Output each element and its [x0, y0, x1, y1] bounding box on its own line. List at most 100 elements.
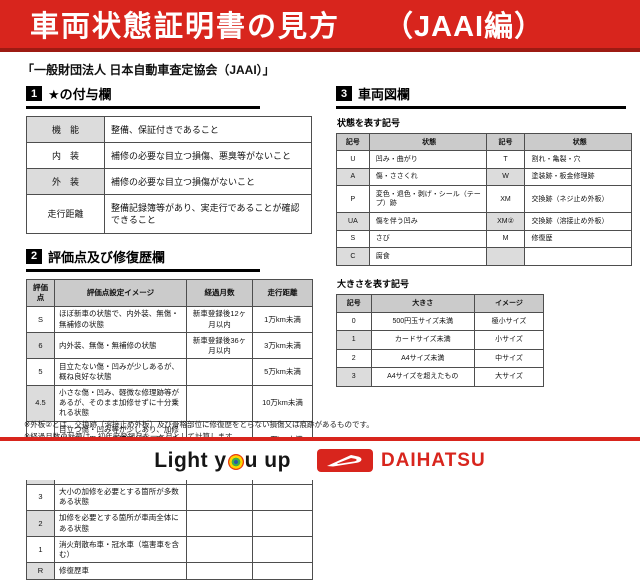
daihatsu-logo: DAIHATSU — [316, 449, 486, 472]
table-row: 機 能整備、保証付きであること — [26, 115, 312, 144]
table-cell: 5 — [26, 358, 55, 386]
table-row: 3 大小の加修を必要とする箇所が多数ある状態 — [26, 483, 313, 511]
table-cell: 走行距離 — [26, 194, 105, 234]
header-row: 記号 大きさ イメージ — [336, 293, 544, 313]
daihatsu-wordmark: DAIHATSU — [380, 449, 486, 471]
table-cell: XM — [485, 185, 526, 214]
table-cell: 6 — [26, 332, 55, 360]
table-cell: 大小の加修を必要とする箇所が多数ある状態 — [54, 483, 187, 511]
column-header: 評価点 — [26, 278, 55, 307]
table-cell: 割れ・亀裂・穴 — [524, 150, 632, 169]
table-cell: C — [336, 247, 370, 266]
table-cell: ほぼ新車の状態で、内外装、無傷・無補修の状態 — [54, 305, 187, 334]
table-row: 走行距離 整備記録簿等があり、実走行であることが確認できること — [26, 194, 312, 234]
table-cell: XM② — [485, 212, 526, 231]
table-cell — [186, 483, 253, 511]
table-cell: 塗装跡・板金修理跡 — [524, 167, 632, 187]
table-cell: 0 — [336, 311, 372, 332]
table-row: 1 消火剤散布車・冠水車（塩害車を含む） — [26, 536, 313, 564]
table-row: 6 内外装、無傷・無補修の状態 新車登録後36ヶ月以内 3万km未満 — [26, 332, 313, 360]
table-row: UA 傷を伴う凹み XM② 交換跡（溶接止め外板） — [336, 212, 632, 231]
table-cell: W — [485, 167, 526, 187]
header-row: 評価点 評価点設定イメージ 経過月数 走行距離 — [26, 278, 313, 307]
table-row: U 凹み・曲がり T 割れ・亀裂・穴 — [336, 150, 632, 169]
table-cell: R — [26, 562, 55, 580]
table-row: 4.5 小さな傷・凹み、軽微な修理跡等があるが、そのまま加修せずに十分乗れる状態 1… — [26, 384, 313, 423]
table-cell — [485, 247, 526, 266]
table-row: 0 500円玉サイズ未満 極小サイズ — [336, 311, 544, 332]
table-cell: 小さな傷・凹み、軽微な修理跡等があるが、そのまま加修せずに十分乗れる状態 — [54, 384, 187, 423]
table-cell: 消火剤散布車・冠水車（塩害車を含む） — [54, 536, 187, 564]
table-cell — [252, 536, 313, 564]
table-cell: 大サイズ — [474, 367, 544, 387]
issuer-subtitle: 「一般財団法人 日本自動車査定協会（JAAI）」 — [22, 63, 275, 77]
footer: Light y u up DAIHATSU — [0, 441, 640, 480]
table-cell: カードサイズ未満 — [370, 330, 475, 350]
table-row: 3 A4サイズを超えたもの 大サイズ — [336, 367, 544, 387]
table-cell: 整備記録簿等があり、実走行であることが確認できること — [104, 194, 312, 234]
table-cell — [252, 483, 313, 511]
star-criteria-table: 機 能整備、保証付きであること内 装補修の必要な目立つ損傷、悪臭等がないこと外 … — [26, 115, 312, 234]
table-cell — [186, 384, 253, 423]
table-cell: 外 装 — [26, 168, 105, 196]
section-rating-header: 2 評価点及び修復歴欄 — [26, 247, 260, 272]
size-table-label: 大きさを表す記号 — [337, 278, 410, 289]
slogan-light-you-up: Light y u up — [154, 449, 291, 473]
page-title: 車両状態証明書の見方 — [30, 11, 341, 43]
table-cell — [252, 562, 313, 580]
condition-symbols-table: 記号 状態 記号 状態 U 凹み・曲がり T 割れ・亀裂・穴 A 傷・ささくれ W 塗装跡・板金修理跡… — [336, 132, 632, 266]
table-cell: A — [336, 167, 370, 187]
table-cell: T — [485, 150, 526, 169]
table-cell: 内外装、無傷・無補修の状態 — [54, 332, 187, 360]
table-row: A 傷・ささくれ W 塗装跡・板金修理跡 — [336, 167, 632, 187]
table-cell: 補修の必要な目立つ損傷、悪臭等がないこと — [104, 142, 312, 170]
footnote-line: ※外板②とは、交換跡（溶接止め外板）及び骨格部位に修復歴をとらない損傷又は痕跡が… — [24, 420, 374, 429]
column-header: 状態 — [524, 132, 632, 152]
table-cell: 補修の必要な目立つ損傷がないこと — [104, 168, 312, 196]
table-cell: 凹み・曲がり — [368, 150, 487, 169]
table-cell: S — [336, 229, 370, 249]
column-header: 走行距離 — [252, 278, 313, 307]
table-cell — [524, 247, 632, 266]
table-cell: 5万km未満 — [252, 358, 313, 386]
section-diagram-header: 3 車両図欄 — [336, 84, 626, 109]
table-cell: 2 — [336, 348, 372, 369]
column-header: 評価点設定イメージ — [54, 278, 187, 307]
table-cell: 目立たない傷・凹みが少しあるが、概ね良好な状態 — [54, 358, 187, 386]
table-cell: 3万km未満 — [252, 332, 313, 360]
column-header: 記号 — [336, 293, 372, 313]
table-cell: 加修を必要とする箇所が車両全体にある状態 — [54, 509, 187, 538]
table-cell: A4サイズを超えたもの — [370, 367, 475, 387]
table-cell: 新車登録後36ヶ月以内 — [186, 332, 253, 360]
table-cell: 3 — [26, 483, 55, 511]
daihatsu-mark-icon — [316, 449, 373, 472]
table-cell: 500円玉サイズ未満 — [370, 311, 475, 332]
footnotes: ※外板②とは、交換跡（溶接止め外板）及び骨格部位に修復歴をとらない損傷又は痕跡が… — [24, 419, 374, 443]
table-cell: 内 装 — [26, 142, 105, 170]
section-title: 車両図欄 — [358, 87, 411, 102]
column-header: 経過月数 — [186, 278, 253, 307]
table-cell: 傷・ささくれ — [368, 167, 487, 187]
table-cell: 修復歴 — [524, 229, 632, 249]
table-cell: 交換跡（溶接止め外板） — [524, 212, 632, 231]
table-cell: 交換跡（ネジ止め外板） — [524, 185, 632, 214]
column-header: イメージ — [474, 293, 544, 313]
column-header: 記号 — [336, 132, 370, 152]
section-title: 評価点及び修復歴欄 — [48, 249, 166, 265]
table-row: S ほぼ新車の状態で、内外装、無傷・無補修の状態 新車登録後12ヶ月以内 1万km未満 — [26, 305, 313, 334]
table-cell — [186, 562, 253, 580]
table-cell: M — [485, 229, 526, 249]
symbols-table-label: 状態を表す記号 — [337, 118, 401, 128]
slogan-text-right: u up — [244, 448, 291, 472]
table-cell: P — [336, 185, 370, 214]
table-row: 内 装補修の必要な目立つ損傷、悪臭等がないこと — [26, 142, 312, 170]
table-cell: 1 — [26, 536, 55, 564]
table-cell: 極小サイズ — [474, 311, 544, 332]
table-row: P 変色・退色・剥げ・シール（テープ）跡 XM 交換跡（ネジ止め外板） — [336, 185, 632, 214]
table-cell: 修復歴車 — [54, 562, 187, 580]
table-cell — [252, 509, 313, 538]
table-row: C 腐食 — [336, 247, 632, 266]
page-title-edition: （JAAI編） — [384, 11, 545, 43]
table-row: R 修復歴車 — [26, 562, 313, 580]
table-cell — [186, 536, 253, 564]
